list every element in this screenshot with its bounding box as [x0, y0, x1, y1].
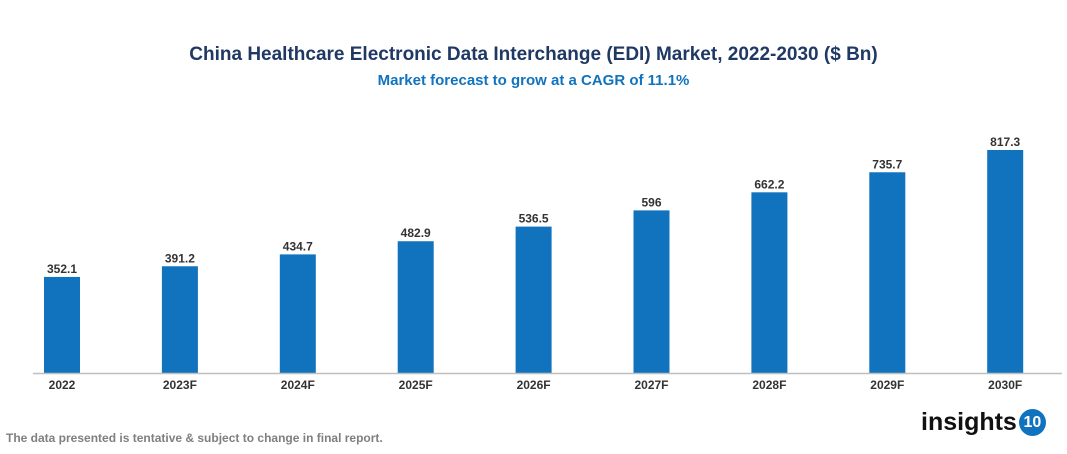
bar — [633, 210, 670, 373]
data-label: 596 — [641, 195, 661, 209]
bar — [397, 241, 434, 373]
data-label: 536.5 — [519, 212, 549, 226]
data-label: 482.9 — [401, 226, 431, 240]
disclaimer-note: The data presented is tentative & subjec… — [6, 431, 383, 445]
bar — [869, 172, 906, 373]
x-tick-label: 2022 — [49, 378, 76, 392]
chart-title: China Healthcare Electronic Data Interch… — [189, 44, 878, 65]
bar — [161, 266, 198, 373]
data-label: 434.7 — [283, 239, 313, 253]
data-label: 391.2 — [165, 251, 195, 265]
x-tick-label: 2024F — [281, 378, 315, 392]
bar — [515, 226, 552, 373]
x-tick-label: 2029F — [870, 378, 904, 392]
insights10-logo: insights 10 — [921, 408, 1046, 437]
bar — [44, 276, 80, 373]
data-label: 735.7 — [872, 157, 902, 171]
x-tick-label: 2025F — [399, 378, 433, 392]
x-tick-label: 2026F — [517, 378, 551, 392]
x-tick-label: 2030F — [988, 378, 1022, 392]
bar — [751, 192, 788, 373]
logo-number: 10 — [1018, 409, 1046, 436]
bar — [987, 150, 1024, 373]
data-label: 817.3 — [990, 135, 1020, 149]
bar — [279, 254, 316, 373]
logo-text: insights — [921, 408, 1017, 436]
data-label: 662.2 — [754, 177, 784, 191]
x-tick-label: 2023F — [163, 378, 197, 392]
chart-subtitle: Market forecast to grow at a CAGR of 11.… — [377, 72, 690, 89]
x-tick-label: 2028F — [752, 378, 786, 392]
x-tick-label: 2027F — [634, 378, 668, 392]
data-label: 352.1 — [47, 262, 77, 276]
